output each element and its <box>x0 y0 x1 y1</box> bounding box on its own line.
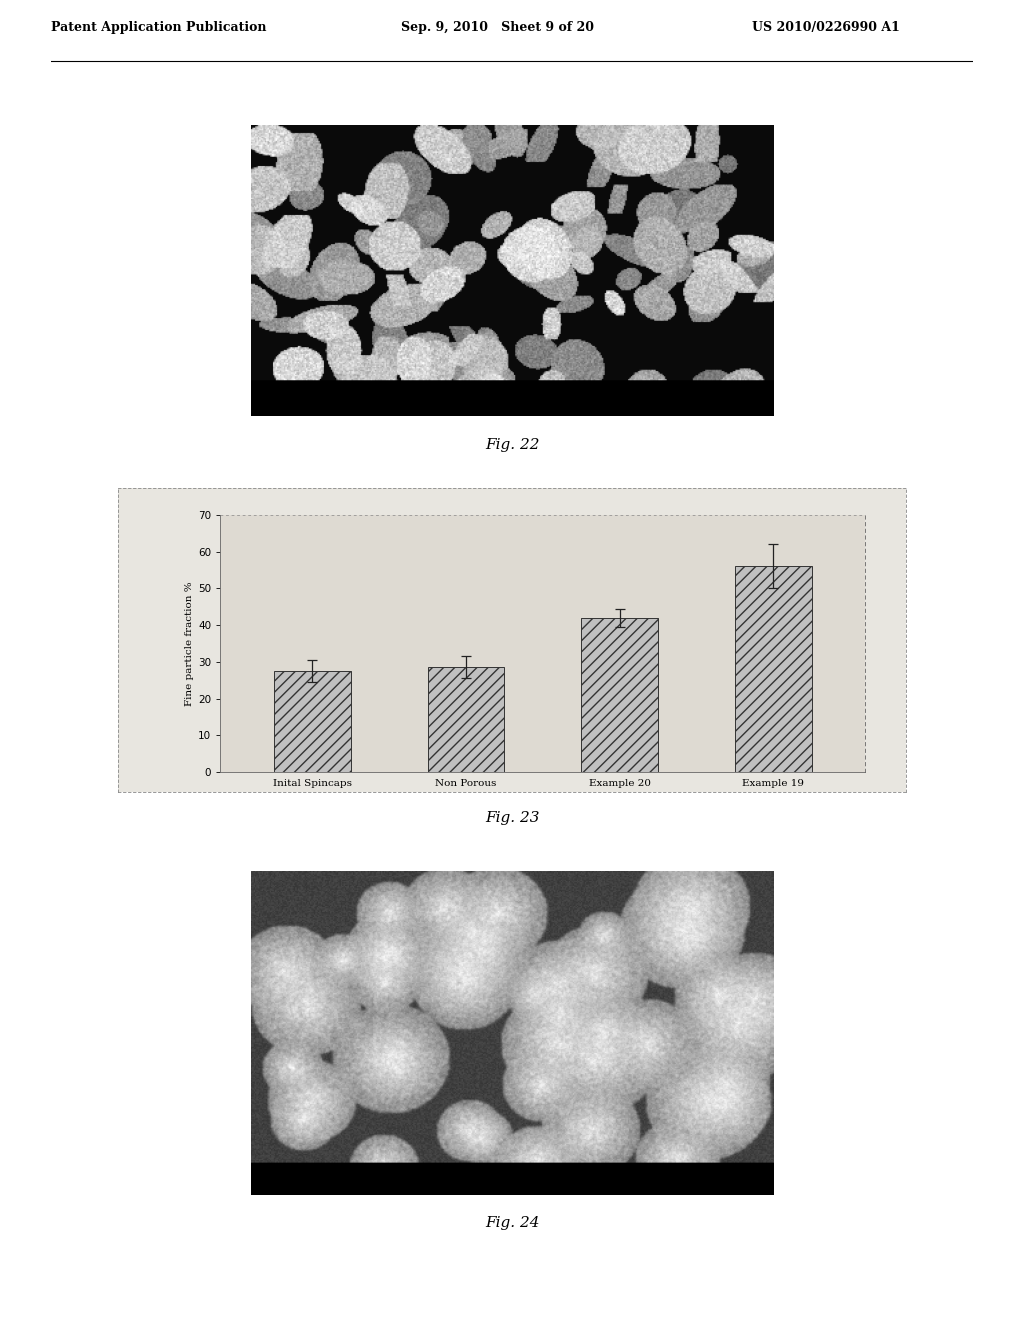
Bar <box>735 566 811 772</box>
Text: Fig. 22: Fig. 22 <box>484 437 540 451</box>
Bar <box>428 668 504 772</box>
Text: Patent Application Publication: Patent Application Publication <box>51 21 266 34</box>
Y-axis label: Fine particle fraction %: Fine particle fraction % <box>185 581 194 706</box>
Text: Fig. 23: Fig. 23 <box>484 812 540 825</box>
Text: US 2010/0226990 A1: US 2010/0226990 A1 <box>752 21 899 34</box>
Bar <box>582 618 657 772</box>
Bar <box>274 671 350 772</box>
Text: Sep. 9, 2010   Sheet 9 of 20: Sep. 9, 2010 Sheet 9 of 20 <box>401 21 594 34</box>
Text: Fig. 24: Fig. 24 <box>484 1216 540 1230</box>
